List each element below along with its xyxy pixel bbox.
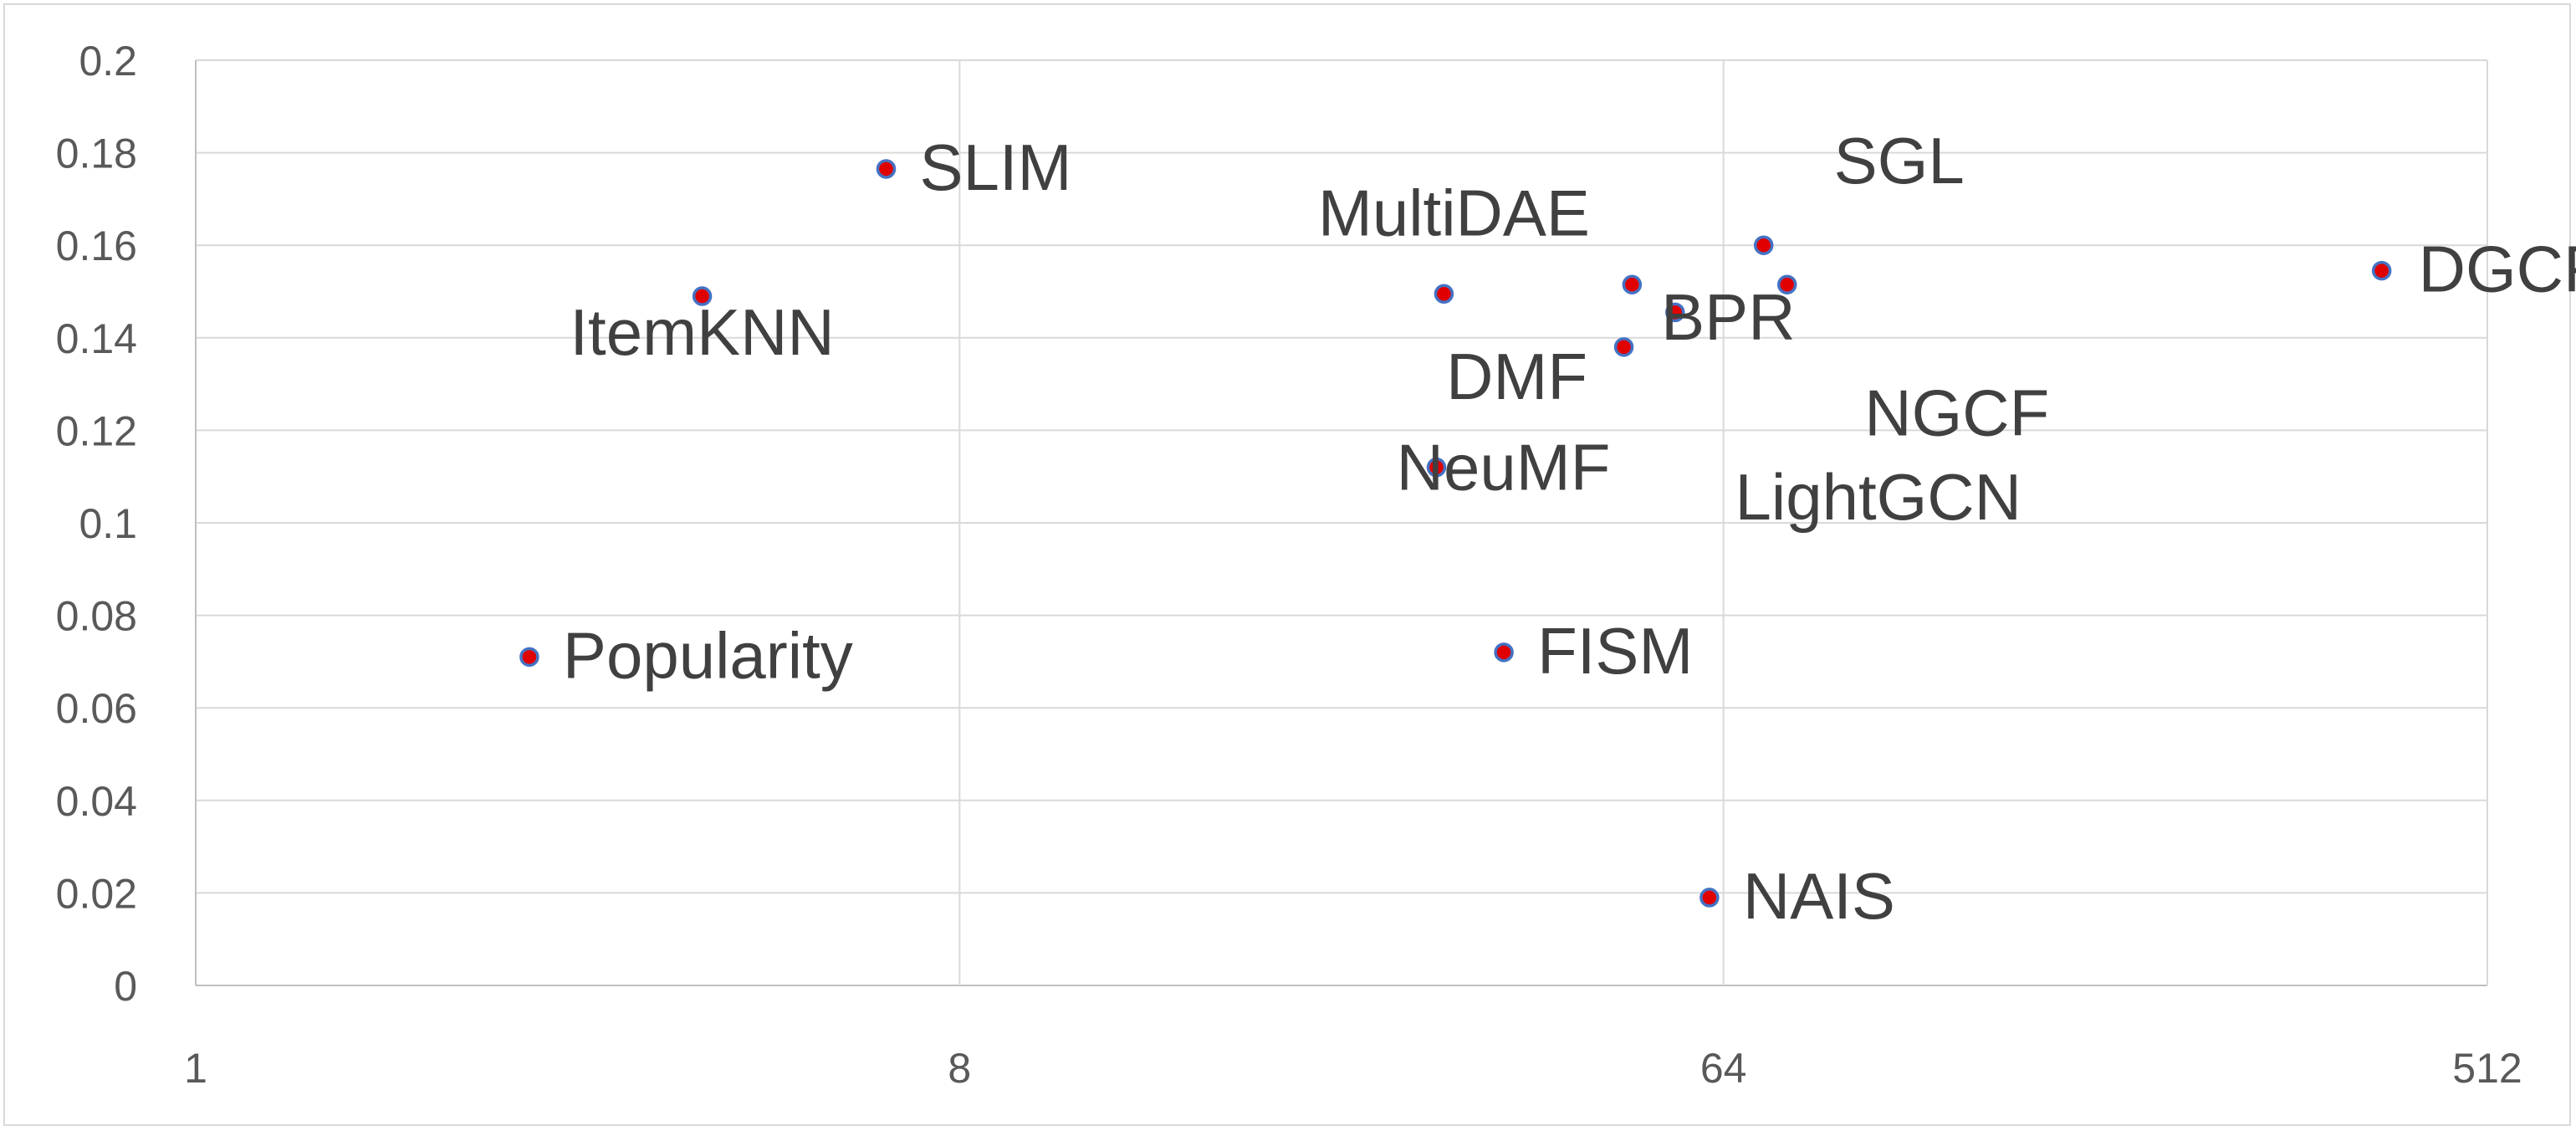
y-tick-label: 0	[114, 963, 137, 1010]
data-point	[1665, 302, 1685, 323]
point-label: FISM	[1537, 614, 1693, 688]
data-point	[692, 286, 713, 306]
data-points	[519, 159, 2392, 908]
point-label: NeuMF	[1397, 431, 1611, 504]
y-tick-label: 0.04	[56, 778, 137, 825]
data-point	[2371, 260, 2392, 281]
point-label: LightGCN	[1735, 460, 2021, 534]
data-point	[876, 159, 897, 179]
x-tick-label: 1	[184, 1045, 207, 1092]
data-point	[1753, 235, 1774, 255]
y-tick-label: 0.16	[56, 223, 137, 269]
y-tick-label: 0.12	[56, 407, 137, 454]
point-label: ItemKNN	[570, 295, 834, 369]
point-label: Popularity	[563, 618, 853, 692]
y-tick-label: 0.08	[56, 593, 137, 640]
point-label: DGCF	[2419, 233, 2576, 306]
point-labels: Popularity ItemKNN SLIM NeuMF MultiDAE FISM DM…	[563, 124, 2576, 933]
data-point	[1434, 284, 1454, 304]
chart-frame	[3, 3, 2571, 1126]
tick-labels: 0 0.02 0.04 0.06 0.08 0.1 0.12 0.14 0.16 0.18 0.2 1…	[56, 38, 2522, 1092]
x-tick-label: 8	[948, 1045, 971, 1092]
data-point	[519, 647, 539, 668]
y-tick-label: 0.14	[56, 315, 137, 362]
point-label: BPR	[1661, 280, 1795, 354]
point-label: SLIM	[919, 130, 1071, 204]
grid-layer	[195, 59, 2488, 986]
data-point	[1426, 457, 1447, 478]
data-point	[1494, 642, 1514, 663]
y-tick-label: 0.2	[79, 38, 137, 84]
y-tick-label: 0.1	[79, 500, 137, 547]
y-tick-label: 0.02	[56, 870, 137, 917]
data-point	[1776, 274, 1797, 294]
point-label: MultiDAE	[1318, 176, 1590, 249]
x-tick-label: 512	[2452, 1045, 2522, 1092]
point-label: SGL	[1834, 124, 1965, 197]
data-point	[1622, 274, 1643, 294]
data-point	[1613, 337, 1634, 357]
x-tick-label: 64	[1700, 1045, 1747, 1092]
point-label: NGCF	[1864, 376, 2049, 449]
point-label: NAIS	[1743, 859, 1895, 933]
y-tick-label: 0.06	[56, 685, 137, 732]
data-point	[1699, 888, 1720, 908]
point-label: DMF	[1446, 340, 1587, 413]
y-tick-label: 0.18	[56, 130, 137, 177]
